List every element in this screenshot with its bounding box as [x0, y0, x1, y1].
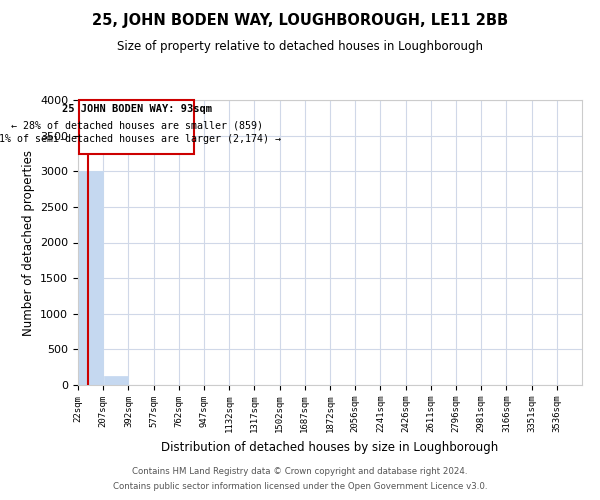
- Text: Contains public sector information licensed under the Open Government Licence v3: Contains public sector information licen…: [113, 482, 487, 491]
- Text: 25 JOHN BODEN WAY: 93sqm: 25 JOHN BODEN WAY: 93sqm: [62, 104, 212, 115]
- Bar: [104, 376, 128, 385]
- Bar: [79, 171, 103, 385]
- X-axis label: Distribution of detached houses by size in Loughborough: Distribution of detached houses by size …: [161, 440, 499, 454]
- Text: 25, JOHN BODEN WAY, LOUGHBOROUGH, LE11 2BB: 25, JOHN BODEN WAY, LOUGHBOROUGH, LE11 2…: [92, 12, 508, 28]
- Text: Size of property relative to detached houses in Loughborough: Size of property relative to detached ho…: [117, 40, 483, 53]
- Text: Contains HM Land Registry data © Crown copyright and database right 2024.: Contains HM Land Registry data © Crown c…: [132, 467, 468, 476]
- FancyBboxPatch shape: [79, 100, 194, 154]
- Text: 71% of semi-detached houses are larger (2,174) →: 71% of semi-detached houses are larger (…: [0, 134, 281, 144]
- Y-axis label: Number of detached properties: Number of detached properties: [22, 150, 35, 336]
- Text: ← 28% of detached houses are smaller (859): ← 28% of detached houses are smaller (85…: [11, 120, 263, 130]
